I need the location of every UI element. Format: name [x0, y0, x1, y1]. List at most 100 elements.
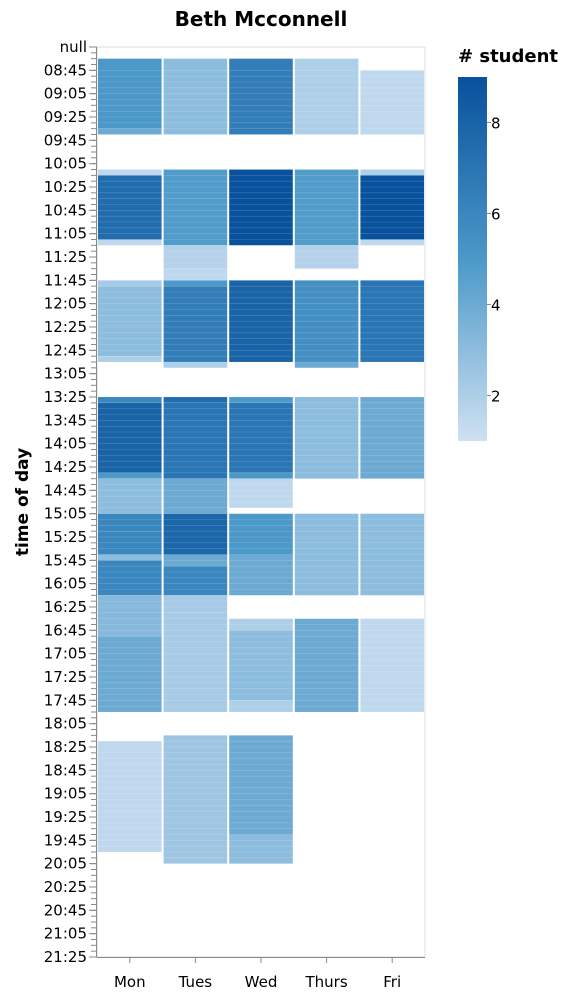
heatmap-cell-fri-60 [360, 239, 424, 246]
y-tick-label: 11:05 [44, 225, 87, 243]
heatmap-cell-tues-19 [163, 58, 228, 135]
heatmap-cell-thurs-50 [294, 169, 359, 246]
heatmap-cell-fri-59 [360, 175, 424, 240]
heatmap-cell-tues-29 [163, 513, 228, 555]
heatmap-cell-fri-58 [360, 169, 424, 176]
heatmap-cell-fri-62 [360, 397, 424, 479]
y-tick-label: 15:05 [44, 505, 87, 523]
heatmap-cell-mon-1 [98, 128, 162, 135]
legend-tick-label: 8 [491, 115, 501, 133]
y-tick-label: 14:45 [44, 481, 87, 499]
y-tick-label: 15:25 [44, 528, 87, 546]
heatmap-cell-mon-17 [98, 636, 162, 712]
heatmap-cell-wed-45 [229, 630, 293, 701]
y-tick-label: 10:05 [44, 155, 87, 173]
x-tick-label: Mon [114, 973, 146, 991]
y-tick-label: 13:45 [44, 411, 87, 429]
heatmap-cell-thurs-53 [294, 362, 359, 368]
x-tick-label: Tues [178, 973, 213, 991]
heatmap-cell-mon-3 [98, 175, 162, 240]
heatmap-cell-mon-4 [98, 239, 162, 246]
y-tick-label: 13:05 [44, 365, 87, 383]
heatmap-cell-tues-21 [163, 245, 228, 269]
heatmap-cell-tues-33 [163, 612, 228, 712]
y-tick-label: 17:45 [44, 691, 87, 709]
heatmap-cell-tues-20 [163, 169, 228, 246]
legend-tick-label: 2 [491, 388, 501, 406]
heatmap-cell-tues-28 [163, 478, 228, 514]
y-tick-label: 10:25 [44, 178, 87, 196]
y-tick-label: 19:25 [44, 808, 87, 826]
heatmap-cell-tues-24 [163, 286, 228, 362]
y-tick-label: 20:05 [44, 855, 87, 873]
heatmap-cell-fri-64 [360, 618, 424, 712]
heatmap-cell-fri-63 [360, 513, 424, 596]
y-tick-label: 09:45 [44, 131, 87, 149]
y-tick-label: 20:25 [44, 878, 87, 896]
heatmap-cell-wed-46 [229, 700, 293, 712]
heatmap-cell-mon-14 [98, 554, 162, 561]
heatmap-cell-mon-11 [98, 478, 162, 514]
y-tick-label: 19:45 [44, 831, 87, 849]
y-tick-label: 12:05 [44, 295, 87, 313]
heatmap-cell-thurs-51 [294, 245, 359, 269]
heatmap-cell-wed-44 [229, 618, 293, 631]
y-tick-label: 18:05 [44, 715, 87, 733]
heatmap-cell-mon-18 [98, 741, 162, 852]
y-tick-label: 18:45 [44, 761, 87, 779]
heatmap-cell-wed-43 [229, 554, 293, 596]
y-tick-label: 21:25 [44, 948, 87, 966]
legend-ticks: 2 4 6 8 [487, 115, 501, 406]
heatmap-cell-fri-57 [360, 70, 424, 135]
y-tick-label: 17:05 [44, 645, 87, 663]
legend-title: # student [458, 46, 558, 67]
heatmap-cell-mon-9 [98, 402, 162, 473]
heatmap-cell-tues-22 [163, 268, 228, 281]
heatmap-cell-wed-40 [229, 472, 293, 479]
heatmap-cell-thurs-56 [294, 618, 359, 712]
heatmap-cell-wed-41 [229, 478, 293, 508]
y-tick-label: 19:05 [44, 785, 87, 803]
y-tick-label: 21:05 [44, 925, 87, 943]
heatmap-cell-mon-15 [98, 560, 162, 596]
heatmap-cell-wed-42 [229, 513, 293, 555]
legend-tick-label: 4 [491, 297, 501, 315]
heatmap-cell-thurs-54 [294, 397, 359, 479]
heatmap-cell-wed-39 [229, 402, 293, 473]
heatmap-cell-wed-47 [229, 735, 293, 835]
y-tick-label: 11:25 [44, 248, 87, 266]
y-axis-title: time of day [13, 448, 33, 556]
x-tick-label: Fri [383, 973, 401, 991]
x-tick-label: Thurs [305, 973, 348, 991]
heatmap-cell-mon-8 [98, 397, 162, 403]
y-tick-label: 13:25 [44, 388, 87, 406]
heatmap-cell-tues-34 [163, 735, 228, 864]
heatmap-cell-tues-32 [163, 595, 228, 613]
heatmap-cell-tues-27 [163, 402, 228, 479]
heatmap-cell-mon-6 [98, 286, 162, 357]
heatmap-cell-thurs-55 [294, 513, 359, 596]
heatmap-cell-mon-16 [98, 595, 162, 637]
y-tick-label: 09:05 [44, 85, 87, 103]
y-tick-label: 09:25 [44, 108, 87, 126]
y-axis: null 08:45 09:05 09:25 09:45 10:05 10:25 10:45 1… [44, 38, 97, 966]
heatmap-cell-thurs-52 [294, 280, 359, 362]
y-tick-label: 20:45 [44, 901, 87, 919]
heatmap-cells [97, 58, 425, 952]
y-tick-label: 14:25 [44, 458, 87, 476]
y-tick-label: 08:45 [44, 61, 87, 79]
heatmap-cell-wed-38 [229, 397, 293, 403]
y-tick-label: 11:45 [44, 271, 87, 289]
heatmap-cell-wed-36 [229, 169, 293, 246]
heatmap-cell-wed-48 [229, 834, 293, 864]
heatmap-cell-fri-61 [360, 280, 424, 362]
y-tick-label: 12:45 [44, 341, 87, 359]
y-tick-label: null [60, 38, 87, 56]
heatmap-cell-wed-35 [229, 58, 293, 135]
heatmap-cell-mon-5 [98, 280, 162, 287]
heatmap-cell-mon-13 [98, 531, 162, 555]
heatmap-cell-tues-30 [163, 554, 228, 567]
heatmap-cell-tues-26 [163, 397, 228, 403]
heatmap-cell-tues-25 [163, 362, 228, 368]
legend-tick-label: 6 [491, 206, 501, 224]
